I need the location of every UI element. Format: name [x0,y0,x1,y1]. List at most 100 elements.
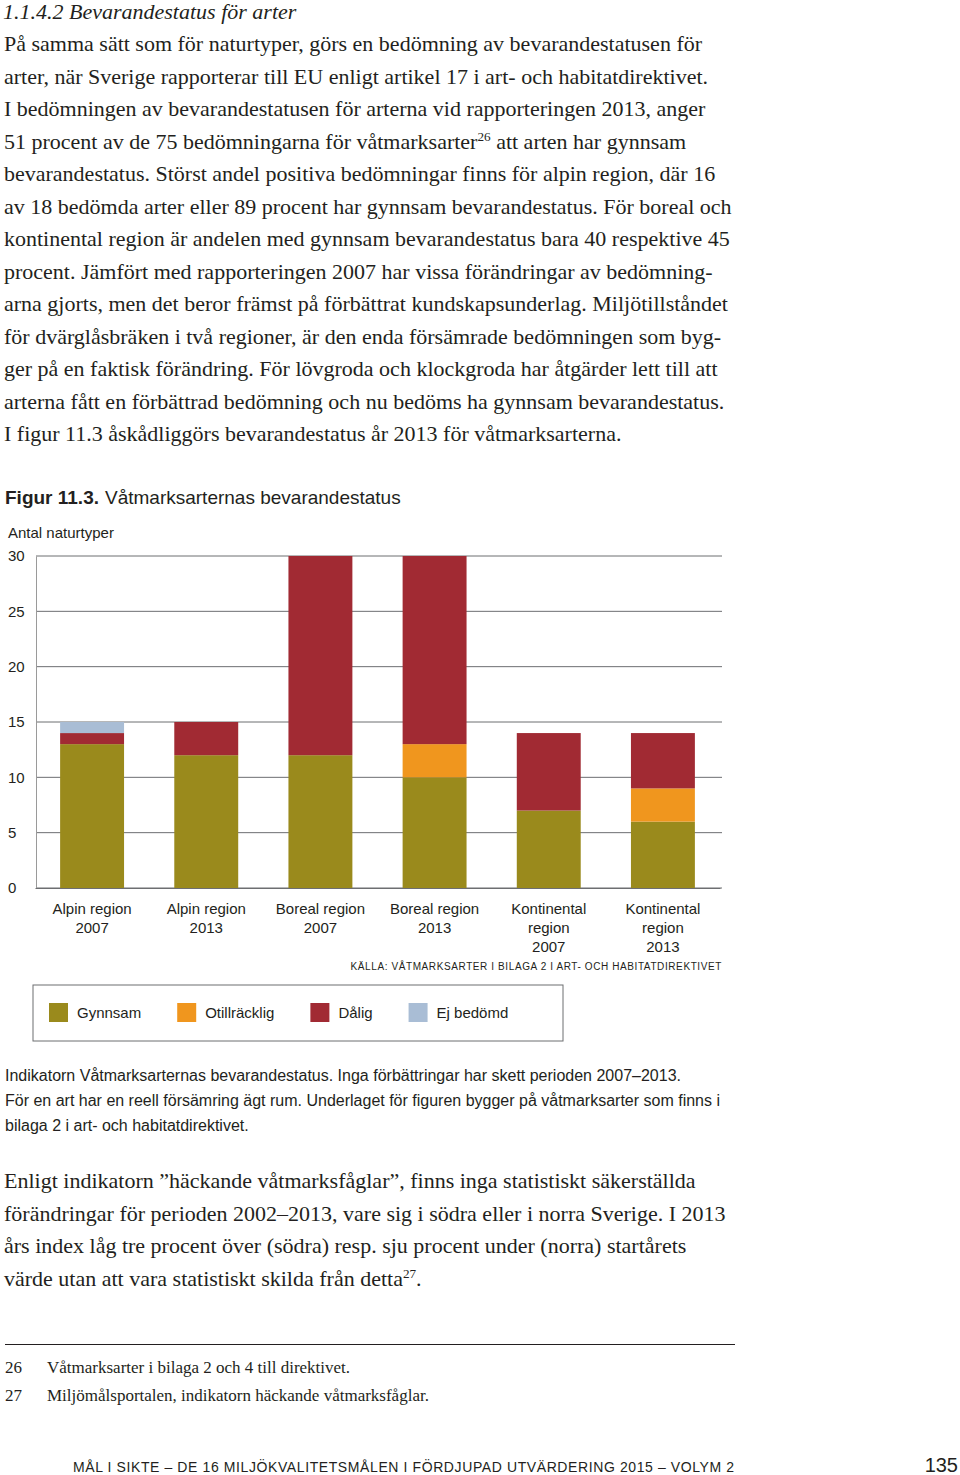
caption-line: bilaga 2 i art- och habitatdirektivet. [5,1110,249,1142]
x-tick-label: Boreal region2013 [390,900,479,936]
text-run: värde utan att vara statistiskt skilda f… [4,1266,403,1291]
legend-swatch [177,1003,196,1022]
legend: GynnsamOtillräckligDåligEj bedömd [33,985,563,1041]
bar-segment [517,733,581,810]
footnote-rule [5,1344,735,1345]
text-run: arna gjorts, men det beror främst på för… [4,291,728,316]
grid-line [36,611,722,612]
x-tick-label-line: Boreal region [276,900,365,917]
bar-segment [631,733,695,788]
y-tick-label: 5 [8,824,16,841]
text-run: av 18 bedömda arter eller 89 procent har… [4,194,732,219]
y-tick-label: 25 [8,603,25,620]
body-line: ger på en faktisk förändring. För lövgro… [4,353,718,385]
heading: 1.1.4.2 Bevarandestatus för arter [3,0,296,28]
grid-line [36,722,722,723]
text-run: bevarandestatus. Störst andel positiva b… [4,161,715,186]
legend-frame [33,985,563,1041]
text-run: ger på en faktisk förändring. För lövgro… [4,356,718,381]
page-number: 135 [925,1449,958,1475]
text-run: för dvärglåsbräken i två regioner, är de… [4,324,721,349]
grid [36,556,722,888]
page: 1.1.4.2 Bevarandestatus för arter På samm… [0,0,960,1475]
text-run: I figur 11.3 åskådliggörs bevarandestatu… [4,421,621,446]
y-tick: 25 [8,603,36,620]
x-tick-label-line: 2013 [646,938,679,955]
y-tick-label: 30 [8,547,25,564]
y-tick: 10 [8,769,36,786]
legend-swatch [409,1003,428,1022]
title-text: Våtmarksarternas bevarandestatus [105,487,401,508]
y-tick: 30 [8,547,36,564]
x-axis: Alpin region2007Alpin region2013Boreal r… [36,888,721,955]
y-tick-label: 0 [8,879,16,896]
bar-segment [403,744,467,777]
body-line: 51 procent av de 75 bedömningarna för vå… [4,126,686,158]
bar-segment [517,733,581,734]
y-tick: 0 [8,879,36,896]
legend-swatch [310,1003,329,1022]
y-tick-label: 20 [8,658,25,675]
bar-segment [403,777,467,888]
footnote-number: 26 [5,1352,22,1384]
chart: Figur 11.3. Våtmarksarternas bevarandesta… [0,480,960,1060]
x-tick-label-line: Boreal region [390,900,479,917]
text-run: att arten har gynnsam [491,129,687,154]
body-line: I bedömningen av bevarandestatusen för a… [4,93,705,125]
grid-line [36,888,722,889]
text-run: . [416,1266,422,1291]
text-run: förändringar för perioden 2002–2013, var… [4,1201,726,1226]
title-label: Figur 11.3. [5,487,99,508]
bar-segment [60,733,124,744]
x-tick-label: Kontinental region 2013 [625,900,700,955]
footnote-text: Miljömålsportalen, indikatorn häckande v… [47,1380,429,1412]
x-tick-label: Boreal region 2007 [276,900,365,936]
y-tick: 20 [8,658,36,675]
x-tick-label: Alpin region 2013 [167,900,246,936]
x-tick: Alpin region 2013 [167,888,246,936]
grid-line [36,777,722,778]
y-axis: 0 5 10 15 20 25 30 [8,547,37,896]
bar-segment [174,722,238,723]
body-line: kontinental region är andelen med gynnsa… [4,223,730,255]
x-axis-line [36,888,721,889]
x-tick-label-line: 2007 [304,919,337,936]
x-tick-label: Alpin region2007 [52,900,131,936]
bar-segment [174,722,238,755]
caption-line: Indikatorn Våtmarksarternas bevarandesta… [5,1060,681,1092]
bar-segment [288,556,352,755]
text-run: På samma sätt som för naturtyper, görs e… [4,31,702,56]
text-run: procent. Jämfört med rapporteringen 2007… [4,259,713,284]
legend-label: Dålig [338,1004,372,1021]
x-tick: Alpin region2007 [52,888,131,936]
body-line: förändringar för perioden 2002–2013, var… [4,1198,726,1230]
x-tick-label-line: Alpin region [52,900,131,917]
body-line: På samma sätt som för naturtyper, görs e… [4,28,702,60]
legend-label: Ej bedömd [437,1004,509,1021]
bar-segment [60,744,124,888]
bar-segment [288,755,352,888]
y-tick-label: 10 [8,769,25,786]
text-run: arter, när Sverige rapporterar till EU e… [4,64,708,89]
bar-segment [631,822,695,888]
chart-title: Figur 11.3. Våtmarksarternas bevarandesta… [5,487,401,508]
footnote-number: 27 [5,1380,22,1412]
footnote-text: Våtmarksarter i bilaga 2 och 4 till dire… [47,1352,350,1384]
body-line: Enligt indikatorn ”häckande våtmarksfågl… [4,1165,696,1197]
x-tick-label-line: region [528,919,570,936]
footnote-ref: 27 [403,1265,416,1280]
bar-segment [403,556,467,557]
grid-line [36,666,722,667]
x-tick-label-line: Alpin region [167,900,246,917]
bar-segment [631,788,695,821]
x-tick: Boreal region2013 [390,888,479,936]
bar-segment [403,556,467,744]
y-tick: 5 [8,824,36,841]
source: KÄLLA: VÅTMARKSARTER I BILAGA 2 I ART- O… [351,960,722,972]
x-tick-label-line: Kontinental [625,900,700,917]
x-tick-label-line: 2013 [190,919,223,936]
y-tick-label: 15 [8,713,25,730]
text-run: kontinental region är andelen med gynnsa… [4,226,730,251]
x-tick-label: Kontinentalregion2007 [511,900,586,955]
x-tick-label-line: region [642,919,684,936]
